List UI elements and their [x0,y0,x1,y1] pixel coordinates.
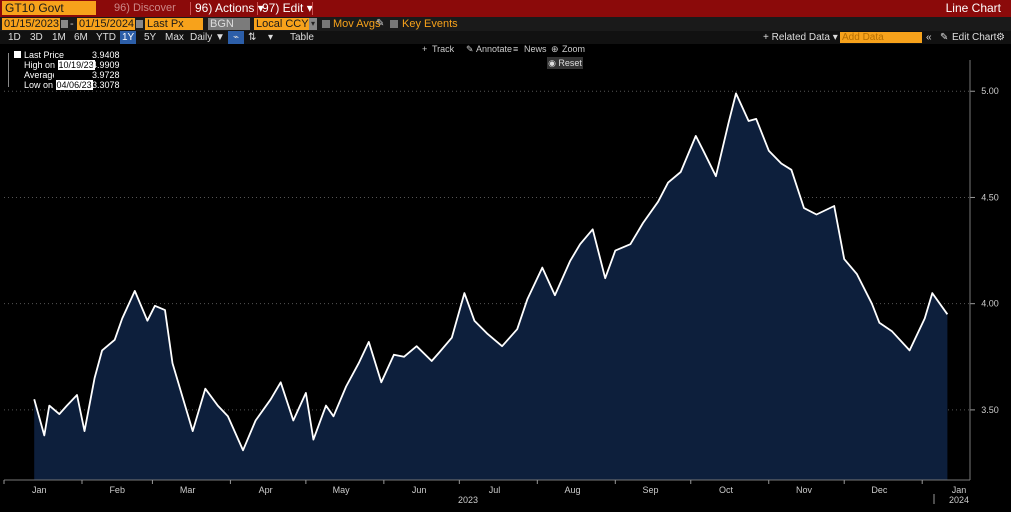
range-1d[interactable]: 1D [8,32,21,43]
range-max[interactable]: Max [165,32,184,43]
key-events-label[interactable]: Key Events [402,18,458,30]
x-axis: Jan Feb Mar Apr May Jun Jul Aug Sep Oct Nov Dec Jan2… [3,479,970,505]
x-tick-label: Oct [719,485,734,495]
y-tick-label: 4.50 [981,192,999,202]
news-button[interactable]: News [524,44,547,54]
price-area [34,93,948,481]
x-tick-label: Aug [565,485,581,495]
legend-average-label: Average [24,70,58,80]
collapse-icon[interactable]: « [926,32,932,43]
year-label: 2023 [458,495,478,505]
legend-swatch [14,51,21,58]
field-input[interactable]: Last Px [145,18,203,30]
zoom-icon[interactable]: ⊕ [551,44,559,54]
zoom-button[interactable]: Zoom [562,44,586,54]
legend-last-value: 3.9408 [92,50,120,60]
x-tick-label: Feb [109,485,125,495]
edit-chart-button[interactable]: Edit Chart [952,32,997,43]
gear-icon[interactable]: ⚙ [996,32,1005,43]
track-button[interactable]: Track [432,44,455,54]
edit-menu[interactable]: 97) Edit ▾ [262,1,313,15]
chevron-down-icon[interactable]: ▾ [268,32,274,43]
date-dash: - [70,18,74,30]
start-date-input[interactable]: 01/15/2023 [2,18,60,30]
actions-menu[interactable]: 96) Actions ▾ [195,1,264,15]
legend-low-date: 04/06/23 [55,80,93,90]
x-tick-label: Jan [952,485,967,495]
x-tick-label: Mar [180,485,196,495]
separator [312,2,313,15]
range-6m[interactable]: 6M [74,32,88,43]
ticker-field[interactable]: GT10 Govt [2,1,96,15]
annotate-icon[interactable]: ✎ [466,44,474,54]
currency-select[interactable]: Local CCY [254,18,309,30]
legend-high-value: 4.9909 [92,60,120,70]
calendar-icon[interactable] [61,20,68,28]
track-icon[interactable]: + [422,44,428,54]
mov-avgs-checkbox[interactable] [322,20,330,28]
range-1m[interactable]: 1M [52,32,66,43]
legend-high-date: 10/19/23 [57,60,95,70]
y-tick-label: 5.00 [981,86,999,96]
range-3d[interactable]: 3D [30,32,43,43]
x-tick-label: Jan [32,485,47,495]
separator [257,2,258,15]
range-ytd[interactable]: YTD [96,32,116,43]
add-data-input[interactable]: Add Data [840,32,922,43]
legend-low-value: 3.3078 [92,80,120,90]
key-events-checkbox[interactable] [390,20,398,28]
separator [190,2,191,15]
legend-last-label: Last Price [24,50,65,60]
source-input[interactable]: BGN [208,18,250,30]
year-label: 2024 [949,495,969,505]
legend-average-value: 3.9728 [92,70,120,80]
range-bar: 1D 3D 1M 6M YTD 1Y 5Y Max Daily ▼ ⌁ ⇅ ▾ … [0,31,1011,44]
range-1y[interactable]: 1Y [120,31,137,44]
frequency-select[interactable]: Daily ▼ [190,32,225,43]
pencil-icon[interactable]: ✎ [376,18,385,29]
controls-bar: 01/15/2023 - 01/15/2024 Last Px BGN Loca… [0,17,1011,31]
x-tick-label: Jun [412,485,427,495]
mov-avgs-label[interactable]: Mov Avgs [333,18,381,30]
reset-button[interactable]: ◉ Reset [547,57,583,69]
x-tick-label: Nov [796,485,813,495]
end-date-input[interactable]: 01/15/2024 [77,18,135,30]
chart-style-icon[interactable]: ⇅ [248,32,257,43]
x-tick-label: Sep [643,485,659,495]
x-tick-label: Apr [259,485,273,495]
annotate-button[interactable]: Annotate [476,44,513,54]
reset-label: Reset [558,58,582,68]
discover-menu[interactable]: 96) Discover [114,2,176,14]
line-chart-icon[interactable]: ⌁ [228,31,244,44]
range-5y[interactable]: 5Y [144,32,157,43]
x-tick-label: Dec [871,485,888,495]
x-tick-label: Jul [489,485,501,495]
legend-low-label: Low on [24,80,54,90]
legend-high-label: High on [24,60,56,70]
calendar-icon[interactable] [136,20,143,28]
title-bar: GT10 Govt 96) Discover 96) Actions ▾ 97)… [0,0,1011,17]
news-icon[interactable]: ≡ [513,44,519,54]
chevron-down-icon[interactable]: ▾ [309,18,317,30]
x-tick-label: May [333,485,351,495]
pencil-icon[interactable]: ✎ [940,32,949,43]
legend-average-box [54,71,90,79]
y-tick-label: 3.50 [981,405,999,415]
chart-type-title: Line Chart [945,1,1001,15]
table-button[interactable]: Table [290,32,314,43]
price-line [33,92,949,452]
y-tick-label: 4.00 [981,299,999,309]
related-data-menu[interactable]: + Related Data ▾ [763,32,838,43]
legend-bracket [8,53,9,87]
y-axis: 3.50 4.00 4.50 5.00 [969,60,999,480]
